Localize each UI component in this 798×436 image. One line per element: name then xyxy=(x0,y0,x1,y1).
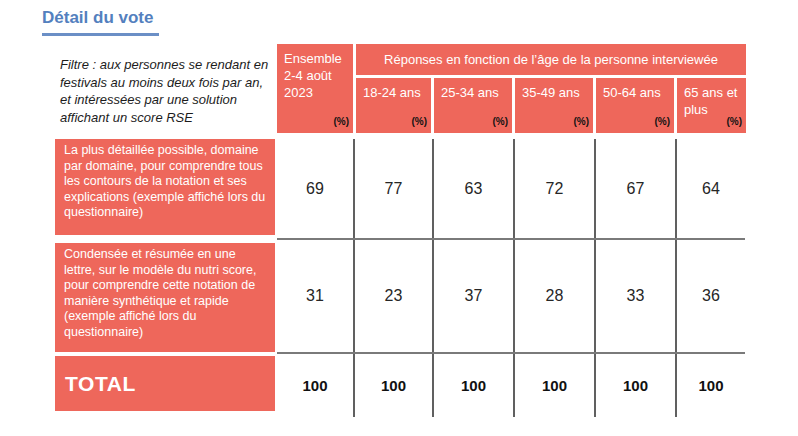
col-header-65-plus: 65 ans et plus (%) xyxy=(677,78,746,133)
age-subheader-row: 18-24 ans (%) 25-34 ans (%) 35-49 ans (%… xyxy=(356,78,746,133)
col-header-35-49: 35-49 ans (%) xyxy=(515,78,593,133)
table-cell: 77 xyxy=(355,139,434,238)
page-title: Détail du vote xyxy=(42,8,159,36)
total-cell: 100 xyxy=(515,354,596,417)
table-cell: 28 xyxy=(515,240,596,352)
col-header-ensemble: Ensemble 2-4 août 2023 (%) xyxy=(277,44,353,133)
total-cell: 100 xyxy=(596,354,677,417)
vote-table: Filtre : aux personnes se rendant en fes… xyxy=(55,44,746,417)
table-cell: 36 xyxy=(677,240,745,352)
unit-label: (%) xyxy=(333,113,349,130)
table-cell: 37 xyxy=(434,240,515,352)
age-header-group: Réponses en fonction de l’âge de la pers… xyxy=(356,44,746,133)
row-cells: 100 100 100 100 100 100 xyxy=(277,354,745,417)
total-row-label: TOTAL xyxy=(55,356,275,411)
table-row: Condensée et résumée en une lettre, sur … xyxy=(55,240,746,354)
unit-label: (%) xyxy=(726,113,742,130)
col-header-label: 18-24 ans xyxy=(363,85,421,100)
col-header-label: 50-64 ans xyxy=(603,85,661,100)
col-header-label: 35-49 ans xyxy=(522,85,580,100)
filter-note: Filtre : aux personnes se rendant en fes… xyxy=(55,44,277,133)
age-banner: Réponses en fonction de l’âge de la pers… xyxy=(356,44,746,75)
table-cell: 31 xyxy=(277,240,355,352)
table-cell: 67 xyxy=(596,139,677,238)
col-header-25-34: 25-34 ans (%) xyxy=(434,78,512,133)
row-cells: 31 23 37 28 33 36 xyxy=(277,240,745,354)
total-cell: 100 xyxy=(434,354,515,417)
total-row: TOTAL 100 100 100 100 100 100 xyxy=(55,354,746,417)
col-header-ensemble-label: Ensemble 2-4 août 2023 xyxy=(284,51,342,100)
col-header-label: 25-34 ans xyxy=(441,85,499,100)
row-label-condensed: Condensée et résumée en une lettre, sur … xyxy=(55,243,275,352)
page: Détail du vote Filtre : aux personnes se… xyxy=(0,0,798,436)
total-cell: 100 xyxy=(355,354,434,417)
unit-label: (%) xyxy=(573,113,589,130)
unit-label: (%) xyxy=(654,113,670,130)
table-cell: 63 xyxy=(434,139,515,238)
table-cell: 23 xyxy=(355,240,434,352)
table-cell: 72 xyxy=(515,139,596,238)
total-cell: 100 xyxy=(677,354,745,417)
row-label-detailed: La plus détaillée possible, domaine par … xyxy=(55,139,275,235)
row-cells: 69 77 63 72 67 64 xyxy=(277,139,745,240)
table-cell: 69 xyxy=(277,139,355,238)
unit-label: (%) xyxy=(411,113,427,130)
table-cell: 33 xyxy=(596,240,677,352)
total-cell: 100 xyxy=(277,354,355,417)
table-cell: 64 xyxy=(677,139,745,238)
table-row: La plus détaillée possible, domaine par … xyxy=(55,139,746,240)
col-header-50-64: 50-64 ans (%) xyxy=(596,78,674,133)
unit-label: (%) xyxy=(492,113,508,130)
table-header: Filtre : aux personnes se rendant en fes… xyxy=(55,44,746,133)
col-header-18-24: 18-24 ans (%) xyxy=(356,78,431,133)
